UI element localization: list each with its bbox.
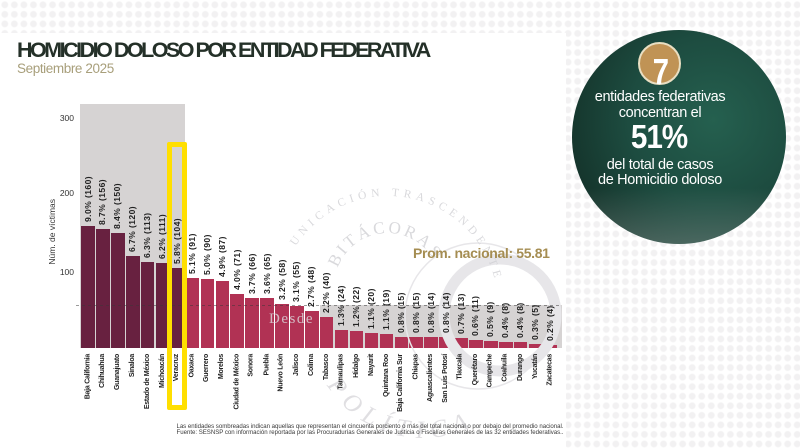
svg-text:Desde: Desde xyxy=(269,311,314,327)
